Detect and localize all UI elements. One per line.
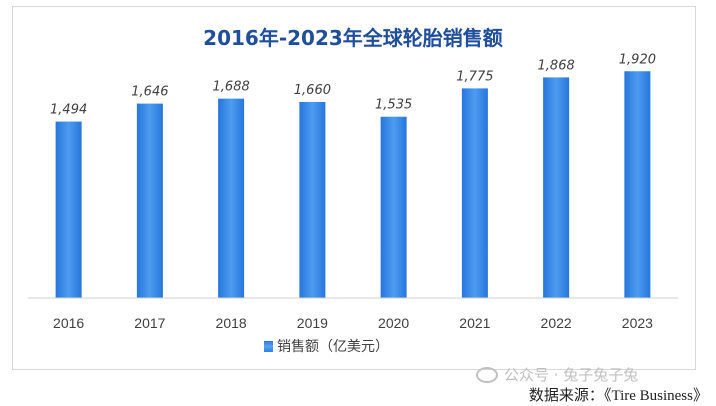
x-tick-2018: 2018 (216, 315, 247, 331)
bar-2021 (461, 88, 488, 298)
data-label-2017: 1,646 (131, 85, 168, 100)
data-label-2022: 1,868 (538, 58, 575, 73)
wechat-icon (476, 366, 498, 383)
data-label-2019: 1,660 (294, 83, 331, 98)
chart-title: 2016年-2023年全球轮胎销售额 (203, 26, 503, 50)
source-prefix: 数据来源： (528, 386, 604, 404)
data-label-2020: 1,535 (375, 98, 412, 113)
source-note: 数据来源：《Tire Business》 (529, 384, 708, 405)
x-tick-2022: 2022 (541, 315, 572, 331)
legend: 销售额（亿美元） (264, 336, 389, 356)
chart-frame (12, 6, 696, 370)
x-tick-2019: 2019 (297, 315, 328, 331)
legend-label: 销售额（亿美元） (277, 339, 389, 355)
watermark-text: 公众号 · 兔子兔子兔 (504, 366, 639, 384)
legend-swatch (264, 340, 273, 352)
bar-2019 (299, 101, 326, 298)
x-tick-2021: 2021 (459, 315, 490, 331)
source-value: 《Tire Business》 (603, 388, 708, 404)
data-label-2018: 1,688 (213, 80, 250, 95)
bar-2016 (55, 121, 82, 299)
data-label-2016: 1,494 (50, 103, 87, 118)
bar-2020 (380, 116, 407, 298)
x-tick-2016: 2016 (53, 315, 84, 331)
bar-2022 (543, 77, 570, 298)
bar-2023 (624, 71, 651, 298)
x-tick-2020: 2020 (378, 315, 409, 331)
data-label-2021: 1,775 (456, 69, 493, 84)
bar-2018 (218, 98, 245, 298)
x-tick-2017: 2017 (134, 315, 165, 331)
data-label-2023: 1,920 (619, 52, 656, 67)
bar-2017 (136, 103, 163, 298)
watermark: 公众号 · 兔子兔子兔 (476, 364, 638, 385)
x-tick-2023: 2023 (622, 315, 653, 331)
